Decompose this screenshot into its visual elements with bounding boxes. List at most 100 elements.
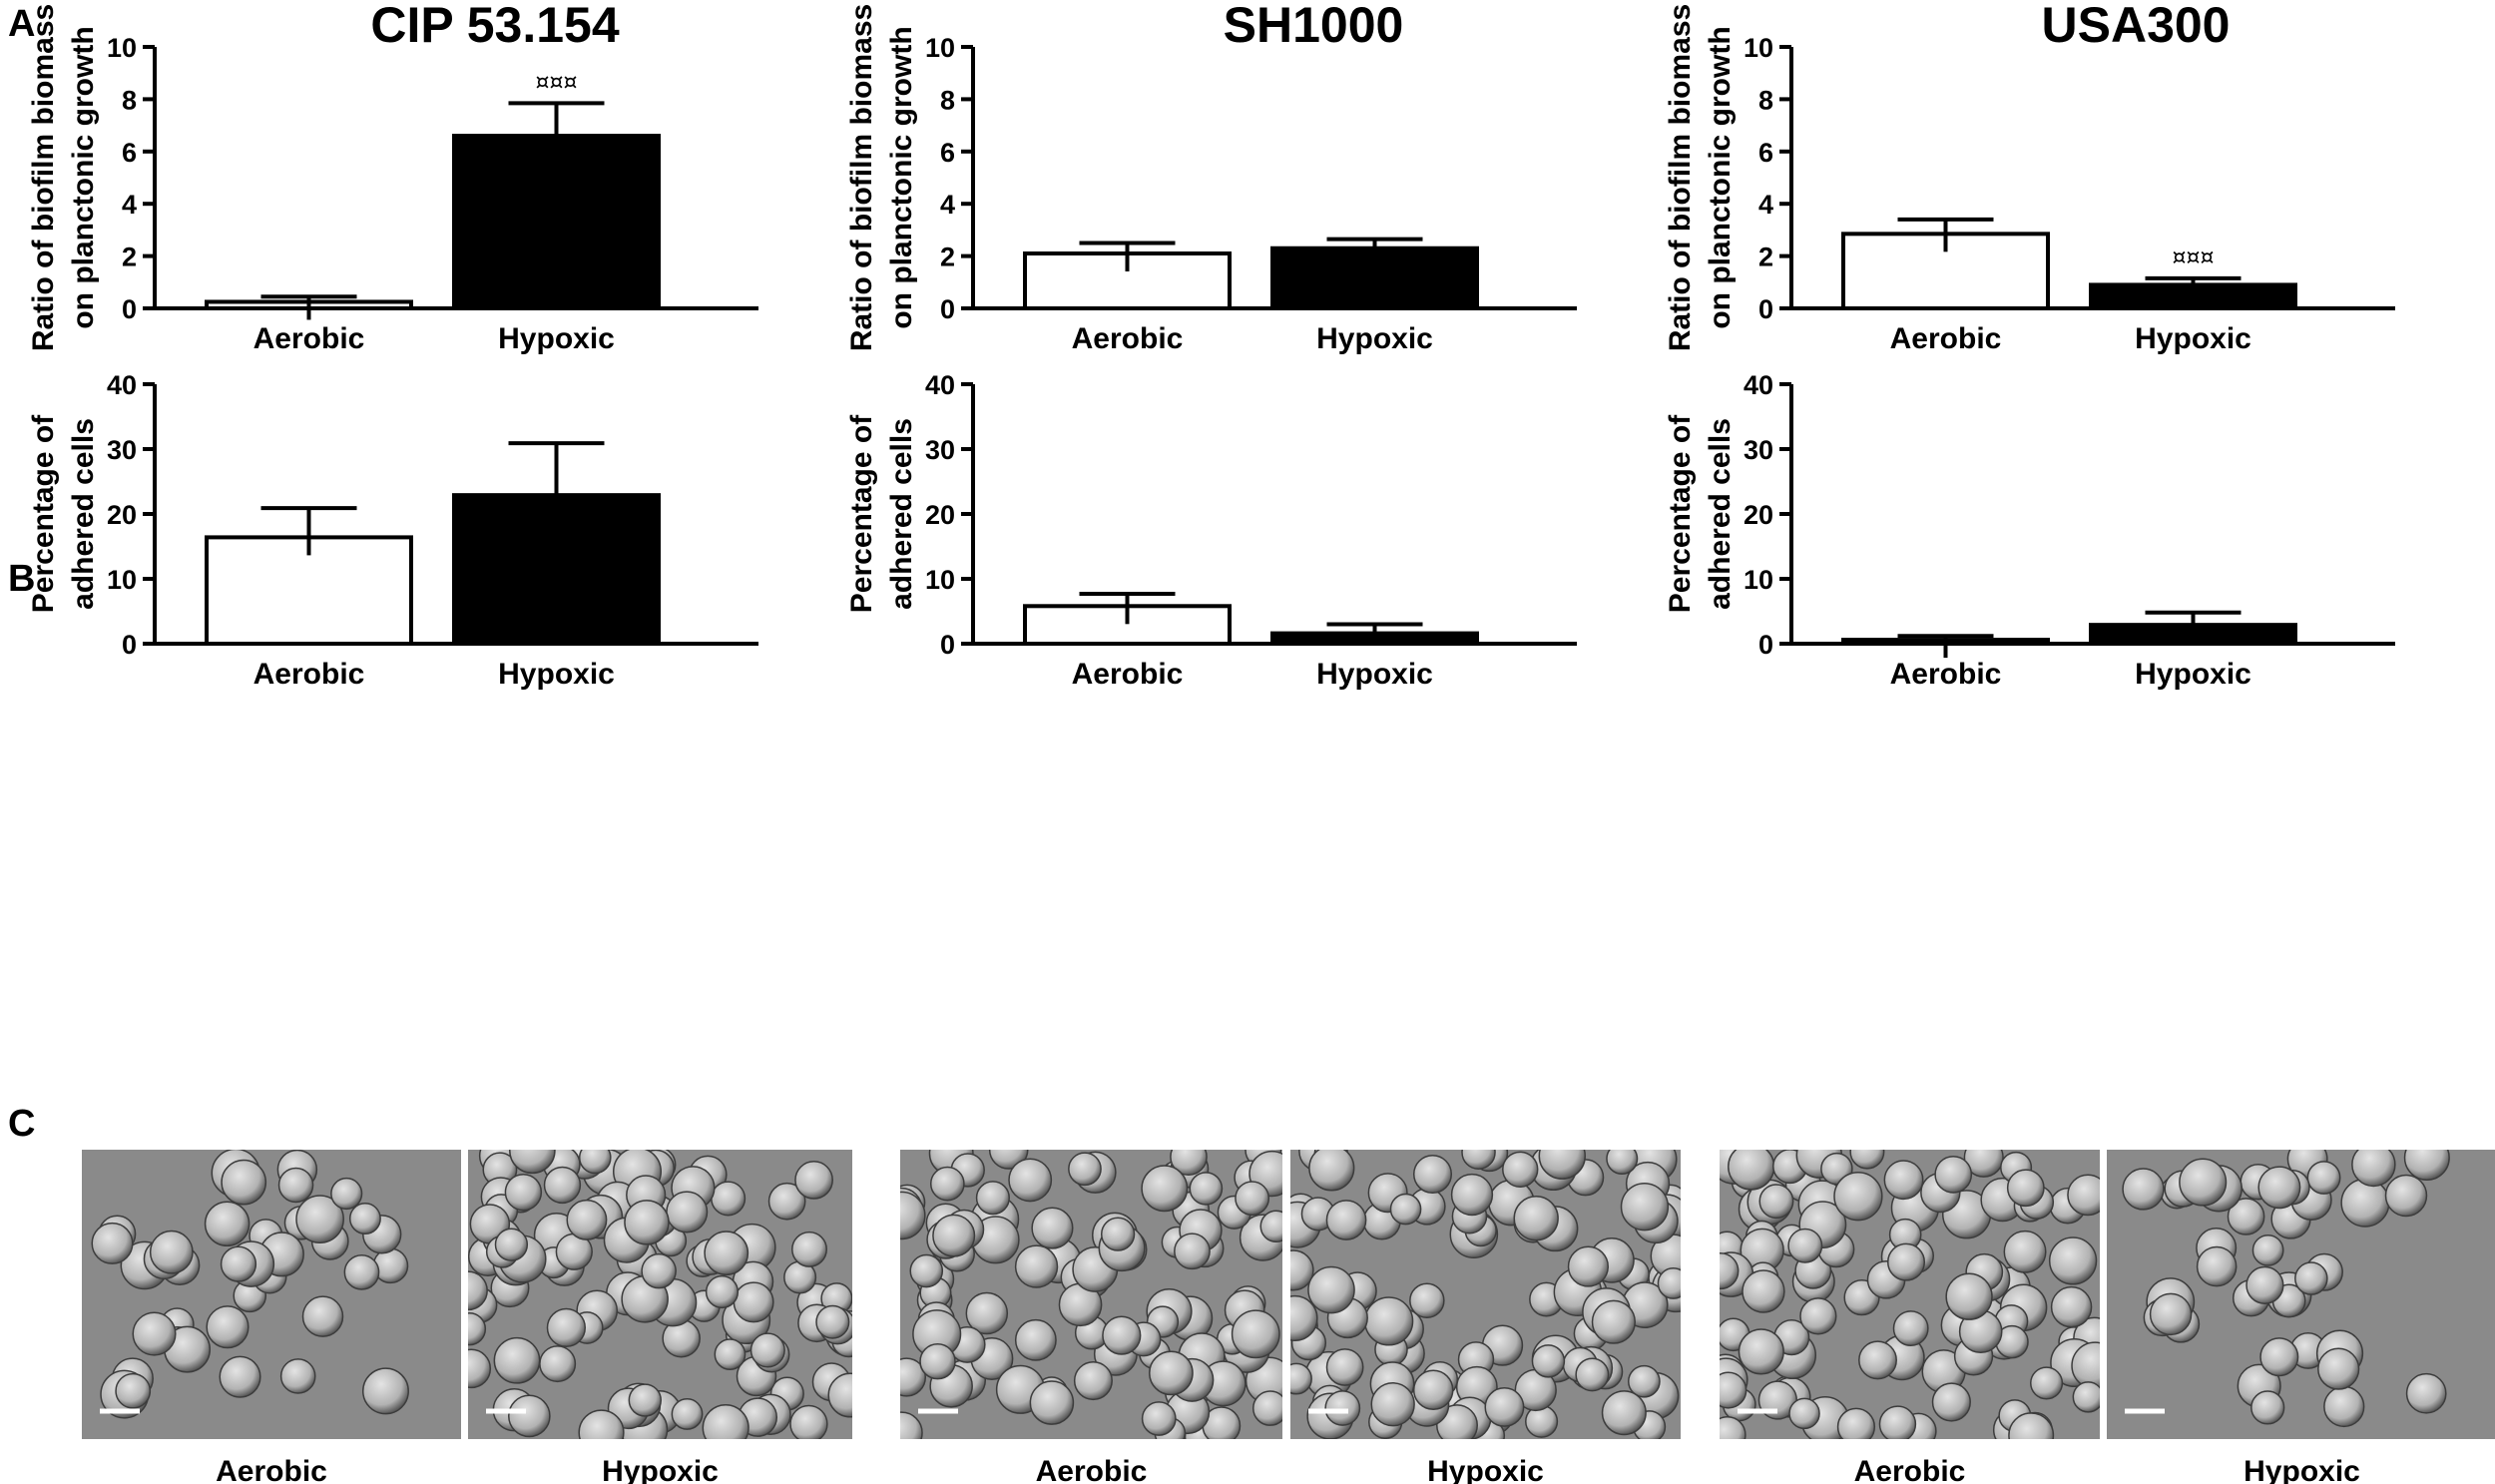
y-axis-label: Ratio of biofilm biomass on planctonic gr… — [845, 4, 918, 351]
cell — [1601, 1390, 1647, 1436]
y-tick-label: 0 — [122, 294, 137, 324]
y-tick-label: 10 — [107, 565, 137, 595]
cell — [115, 1372, 152, 1409]
cell — [1484, 1387, 1525, 1427]
category-label: Hypoxic — [2135, 322, 2251, 355]
cell — [1290, 1249, 1314, 1291]
cell — [671, 1398, 704, 1430]
bar-hypoxic — [2089, 282, 2297, 311]
micrograph-label: Hypoxic — [1427, 1455, 1544, 1484]
cell — [2250, 1390, 2285, 1425]
y-axis-label-line: Ratio of biofilm biomass — [1664, 4, 1697, 351]
cell — [1799, 1297, 1837, 1335]
cell — [1720, 1252, 1740, 1290]
cell — [2179, 1158, 2228, 1207]
cell — [1325, 1200, 1367, 1240]
cell — [2003, 1230, 2047, 1273]
cell — [132, 1311, 177, 1356]
cell — [91, 1222, 134, 1264]
cell — [348, 1203, 381, 1235]
cell — [295, 1195, 344, 1243]
cell — [1290, 1294, 1318, 1342]
y-axis-label-line: Ratio of biofilm biomass — [845, 4, 878, 351]
micrograph-cells — [468, 1150, 852, 1439]
cell — [1836, 1407, 1876, 1439]
cell — [827, 1372, 852, 1418]
y-axis-label: Percentage of adhered cells — [845, 414, 918, 613]
cell — [666, 1191, 709, 1234]
cell — [1189, 1172, 1224, 1206]
micrograph-cells — [900, 1150, 1282, 1439]
category-label: Aerobic — [1072, 658, 1184, 691]
micrograph-panels: Aerobic Hypoxic Aerobic Hypoxic Aerobic Hypox… — [82, 1150, 2495, 1484]
cell — [1370, 1382, 1415, 1427]
cell — [1883, 1160, 1924, 1201]
y-axis-label-line: Percentage of — [845, 414, 878, 613]
cell — [1886, 1242, 1926, 1281]
category-label: Hypoxic — [498, 658, 615, 691]
cell — [1014, 1318, 1057, 1361]
cell — [2008, 1412, 2055, 1439]
bar-hypoxic — [2089, 623, 2297, 647]
cell — [929, 1166, 965, 1202]
cell — [508, 1394, 551, 1438]
cell — [702, 1404, 749, 1439]
y-tick-label: 0 — [940, 294, 955, 324]
cell — [361, 1367, 409, 1415]
cell — [2259, 1337, 2299, 1377]
strain-title-usa300: USA300 — [2042, 0, 2231, 53]
y-axis-label-line: on planctonic growth — [1704, 26, 1737, 328]
cell — [1620, 1183, 1670, 1232]
cell — [1450, 1173, 1494, 1217]
cell — [791, 1231, 827, 1267]
cell — [815, 1304, 850, 1339]
y-axis-label-line: Percentage of — [27, 414, 60, 613]
cell — [624, 1200, 670, 1245]
cell — [301, 1295, 344, 1337]
cell — [900, 1357, 927, 1397]
cell — [705, 1274, 740, 1309]
cell — [1102, 1315, 1142, 1355]
y-tick-label: 20 — [107, 500, 137, 530]
y-tick-label: 20 — [1744, 500, 1773, 530]
cell — [1513, 1196, 1559, 1241]
cell — [2351, 1150, 2396, 1188]
cell — [1308, 1150, 1355, 1192]
cell — [1290, 1362, 1312, 1395]
cell — [1628, 1364, 1661, 1398]
y-axis-label: Ratio of biofilm biomass on planctonic gr… — [27, 4, 100, 351]
y-axis-label-line: on planctonic growth — [67, 26, 100, 328]
cell — [468, 1270, 488, 1311]
cell — [1502, 1151, 1539, 1188]
y-tick-label: 40 — [1744, 370, 1773, 400]
y-tick-label: 6 — [940, 138, 955, 168]
cell — [2340, 1178, 2390, 1228]
micrograph-label: Aerobic — [216, 1455, 327, 1484]
cell — [975, 1181, 1010, 1216]
panel-letter-a: A — [8, 3, 35, 45]
y-tick-label: 10 — [1744, 33, 1773, 63]
cell — [1575, 1357, 1610, 1392]
cell — [509, 1150, 556, 1175]
cell — [1945, 1272, 1993, 1320]
cell — [1963, 1150, 2004, 1178]
y-tick-label: 6 — [122, 138, 137, 168]
cell — [2030, 1366, 2064, 1400]
cell — [932, 1214, 976, 1257]
cell — [1251, 1390, 1282, 1426]
cell — [2384, 1174, 2428, 1218]
cell — [2122, 1168, 2165, 1211]
y-tick-label: 4 — [940, 190, 955, 220]
cell — [628, 1383, 662, 1417]
y-tick-label: 30 — [925, 435, 955, 465]
category-label: Hypoxic — [2135, 658, 2251, 691]
y-tick-label: 30 — [107, 435, 137, 465]
cell — [1742, 1269, 1785, 1313]
cell — [2405, 1372, 2447, 1414]
cell — [2257, 1166, 2301, 1210]
cell — [1567, 1245, 1609, 1287]
cell — [1788, 1397, 1820, 1430]
cell — [546, 1307, 587, 1348]
cell — [1412, 1369, 1454, 1411]
